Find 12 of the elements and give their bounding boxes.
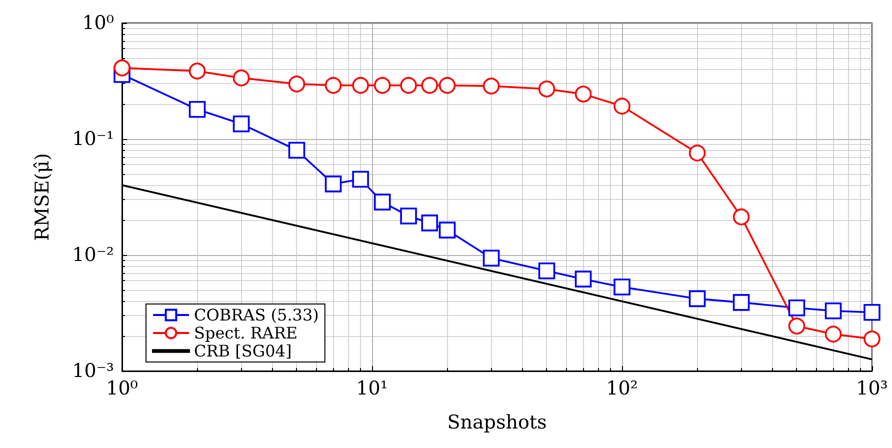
x-tick-label: 10² [606, 378, 638, 400]
y-tick-label: 10⁻¹ [72, 128, 114, 150]
y-axis-title: RMSE(μ̂) [32, 153, 54, 241]
x-tick-label: 10⁰ [106, 378, 138, 400]
legend-label: Spect. RARE [194, 324, 298, 342]
x-axis-title: Snapshots [447, 412, 547, 434]
y-tick-label: 10⁰ [82, 12, 114, 34]
x-tick-label: 10³ [856, 378, 888, 400]
x-tick-label: 10¹ [356, 378, 388, 400]
legend-label: CRB [SG04] [194, 342, 292, 360]
legend-label: COBRAS (5.33) [194, 306, 319, 324]
y-tick-label: 10⁻² [72, 244, 114, 266]
